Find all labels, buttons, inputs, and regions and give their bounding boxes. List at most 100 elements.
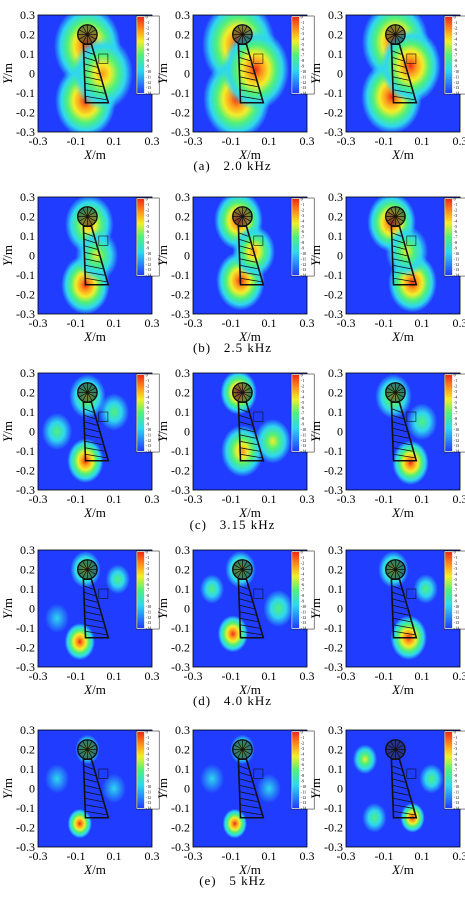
- y-tick-label: -0.3: [324, 307, 343, 321]
- colorbar-tick-label: -14: [146, 91, 152, 96]
- x-tick-label: 0.3: [300, 492, 315, 506]
- source-blob: [392, 440, 428, 484]
- colorbar-tick-label: -2: [146, 383, 150, 388]
- colorbar-tick-label: -6: [301, 762, 305, 767]
- x-tick-label: -0.1: [67, 492, 86, 506]
- colorbar-tick-label: -8: [146, 416, 150, 421]
- y-tick-label: 0: [29, 602, 35, 616]
- y-tick-label: -0.1: [324, 621, 343, 635]
- x-tick-label: 0.3: [300, 669, 315, 683]
- y-axis-label: Y/m: [155, 598, 170, 619]
- colorbar-tick-label: -14: [301, 626, 307, 631]
- colorbar-tick-label: -14: [301, 273, 307, 278]
- colorbar-tick-label: -8: [301, 58, 305, 63]
- y-tick-label: -0.2: [324, 288, 343, 302]
- x-tick-label: 0.1: [107, 316, 122, 330]
- y-tick-label: -0.1: [171, 621, 190, 635]
- caption-e-tag: (e): [199, 873, 216, 888]
- colorbar: [445, 199, 452, 275]
- source-blob: [45, 603, 69, 633]
- source-map-panel: 0-1-2-3-4-5-6-7-8-9-10-11-12-13-14-0.3-0…: [308, 543, 465, 697]
- caption-e-freq: 5 kHz: [229, 873, 265, 888]
- y-tick-label: -0.2: [171, 106, 190, 120]
- y-tick-label: 0: [184, 67, 190, 81]
- y-tick-label: -0.3: [171, 483, 190, 497]
- colorbar-tick-label: -8: [454, 240, 458, 245]
- caption-d-freq: 4.0 kHz: [224, 693, 272, 708]
- colorbar-tick-label: -11: [146, 789, 151, 794]
- colorbar-tick-label: -2: [454, 207, 458, 212]
- x-tick-label: 0.1: [262, 134, 277, 148]
- x-tick-label: 0.3: [453, 134, 465, 148]
- colorbar-tick-label: -12: [454, 438, 460, 443]
- colorbar-tick-label: -9: [301, 598, 305, 603]
- y-tick-label: -0.2: [16, 821, 35, 835]
- colorbar-tick-label: -9: [454, 63, 458, 68]
- caption-b-freq: 2.5 kHz: [224, 340, 272, 355]
- y-tick-label: 0: [337, 425, 343, 439]
- source-blob: [218, 615, 248, 652]
- colorbar-tick-label: -13: [301, 620, 307, 625]
- source-map-panel: 0-1-2-3-4-5-6-7-8-9-10-11-12-13-14-0.3-0…: [308, 2, 465, 162]
- x-tick-label: 0.3: [145, 849, 160, 863]
- source-blob: [353, 744, 377, 774]
- source-map-panel: 0-1-2-3-4-5-6-7-8-9-10-11-12-13-14-0.3-0…: [308, 723, 465, 877]
- y-tick-label: -0.1: [324, 268, 343, 282]
- y-tick-label: 0.2: [175, 28, 190, 42]
- colorbar-tick-label: 0: [146, 197, 148, 202]
- colorbar-tick-label: -3: [301, 389, 305, 394]
- colorbar-tick-label: -14: [146, 449, 152, 454]
- y-tick-label: 0: [337, 249, 343, 263]
- colorbar-tick-label: -3: [454, 566, 458, 571]
- colorbar-tick-label: -12: [301, 438, 307, 443]
- source-map-panel: 0-1-2-3-4-5-6-7-8-9-10-11-12-13-14-0.3-0…: [155, 723, 315, 877]
- colorbar: [292, 375, 299, 451]
- colorbar-tick-label: -6: [146, 582, 150, 587]
- y-tick-label: -0.3: [324, 125, 343, 139]
- colorbar-tick-label: -5: [454, 757, 458, 762]
- y-axis-label: Y/m: [0, 63, 15, 84]
- y-tick-label: 0.2: [175, 743, 190, 757]
- caption-d-tag: (d): [193, 693, 211, 708]
- colorbar-tick-label: -10: [146, 784, 152, 789]
- caption-d: (d) 4.0 kHz: [0, 693, 465, 709]
- x-tick-label: 0.3: [453, 849, 465, 863]
- source-map-panel: 0-1-2-3-4-5-6-7-8-9-10-11-12-13-14-0.3-0…: [155, 366, 315, 520]
- y-tick-label: 0: [184, 425, 190, 439]
- y-tick-label: 0.3: [175, 190, 190, 204]
- y-tick-label: 0.2: [20, 563, 35, 577]
- colorbar-tick-label: -2: [301, 25, 305, 30]
- y-tick-label: 0: [184, 782, 190, 796]
- y-tick-label: -0.3: [16, 307, 35, 321]
- y-tick-label: -0.3: [324, 840, 343, 854]
- colorbar-tick-label: -11: [146, 609, 151, 614]
- colorbar-tick-label: -9: [454, 245, 458, 250]
- colorbar-tick-label: -5: [146, 42, 150, 47]
- colorbar-tick-label: -6: [301, 229, 305, 234]
- colorbar-tick-label: -14: [454, 806, 460, 811]
- x-tick-label: 0.1: [415, 316, 430, 330]
- x-tick-label: 0.1: [107, 849, 122, 863]
- y-tick-label: 0.3: [175, 8, 190, 22]
- caption-c-freq: 3.15 kHz: [220, 517, 276, 532]
- y-axis-label: Y/m: [155, 421, 170, 442]
- colorbar-tick-label: -10: [301, 784, 307, 789]
- caption-b-tag: (b): [193, 340, 211, 355]
- y-tick-label: 0.3: [328, 190, 343, 204]
- colorbar-tick-label: -11: [146, 432, 151, 437]
- y-tick-label: -0.1: [171, 268, 190, 282]
- colorbar-tick-label: -1: [301, 735, 305, 740]
- source-map-panel: 0-1-2-3-4-5-6-7-8-9-10-11-12-13-14-0.3-0…: [0, 723, 160, 877]
- colorbar: [292, 732, 299, 808]
- y-tick-label: 0.1: [328, 762, 343, 776]
- colorbar-tick-label: -3: [454, 746, 458, 751]
- source-blob: [65, 623, 95, 660]
- colorbar-tick-label: -14: [454, 273, 460, 278]
- y-tick-label: 0: [184, 249, 190, 263]
- source-map-panel: 0-1-2-3-4-5-6-7-8-9-10-11-12-13-14-0.3-0…: [155, 0, 315, 162]
- colorbar-tick-label: -2: [454, 740, 458, 745]
- colorbar-tick-label: 0: [146, 373, 148, 378]
- y-tick-label: -0.2: [324, 641, 343, 655]
- colorbar-tick-label: -6: [454, 762, 458, 767]
- colorbar-tick-label: -10: [301, 604, 307, 609]
